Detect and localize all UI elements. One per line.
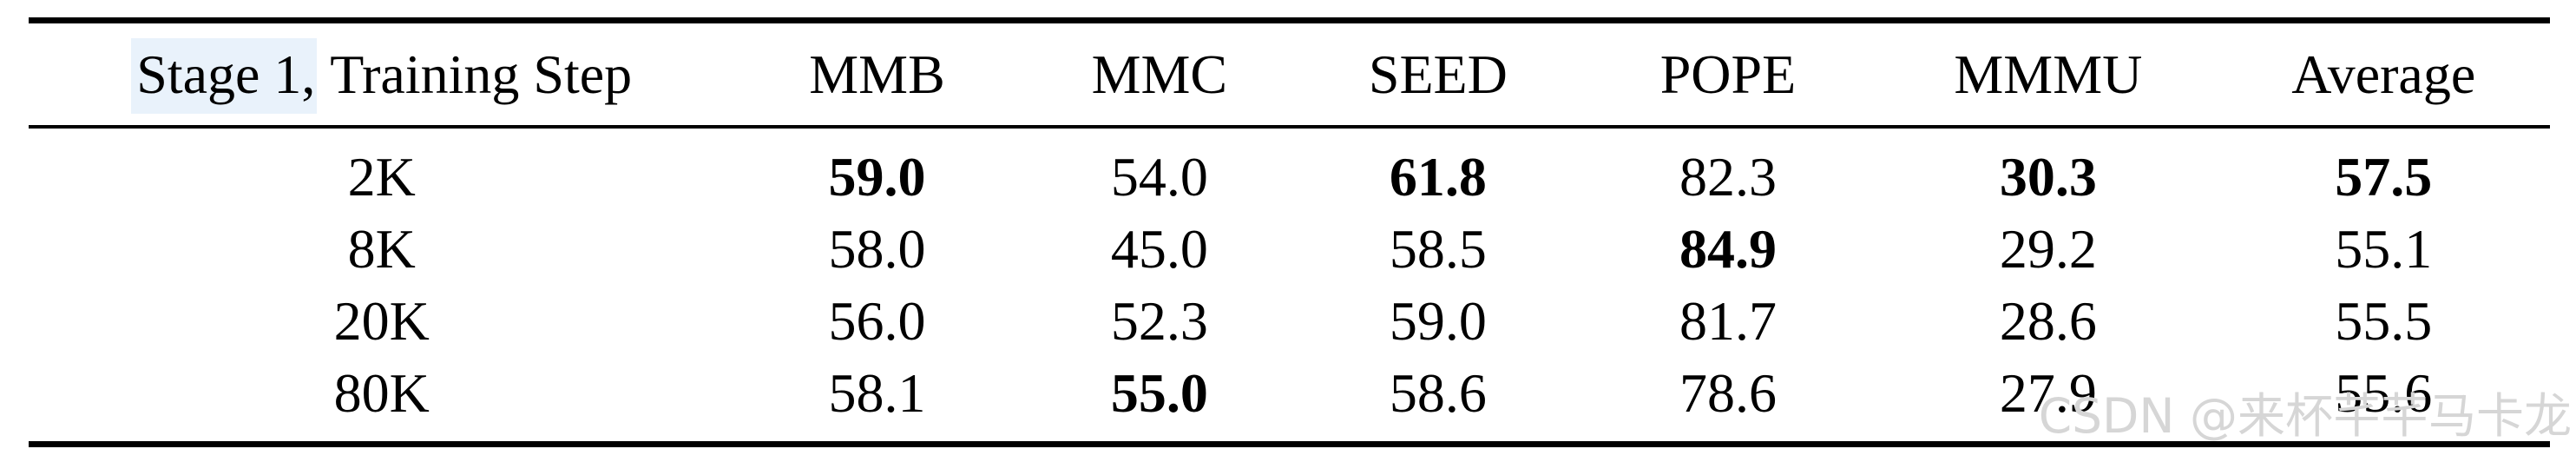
row-label: 20K	[333, 289, 430, 352]
table-cell: 55.6	[2335, 361, 2433, 424]
table-row: 20K 56.0 52.3 59.0 81.7 28.6 55.5	[29, 285, 2550, 357]
header-pope: POPE	[1659, 43, 1797, 105]
table-cell: 58.6	[1389, 361, 1487, 424]
table-top-rule	[29, 17, 2550, 23]
table-cell: 58.5	[1389, 217, 1487, 280]
table-cell: 55.1	[2335, 217, 2433, 280]
table-body: 2K 59.0 54.0 61.8 82.3 30.3 57.5 8K 58.0…	[29, 129, 2550, 441]
header-training-step-label: Training Step	[317, 43, 633, 105]
table-cell: 61.8	[1389, 145, 1487, 208]
table-row: 80K 58.1 55.0 58.6 78.6 27.9 55.6	[29, 357, 2550, 429]
table-cell: 55.5	[2335, 289, 2433, 352]
results-table: Stage 1, Training Step MMB MMC SEED POPE…	[29, 17, 2550, 447]
table-cell: 59.0	[828, 145, 926, 208]
row-label: 80K	[333, 361, 430, 424]
table-cell: 81.7	[1679, 289, 1777, 352]
header-mmc: MMC	[1091, 43, 1228, 105]
table-cell: 29.2	[1999, 217, 2097, 280]
table-cell: 28.6	[1999, 289, 2097, 352]
table-cell: 78.6	[1679, 361, 1777, 424]
table-cell: 30.3	[1999, 145, 2097, 208]
table-cell: 45.0	[1110, 217, 1208, 280]
header-mmmu: MMMU	[1954, 43, 2143, 105]
table-cell: 54.0	[1110, 145, 1208, 208]
table-cell: 58.0	[828, 217, 926, 280]
table-cell: 58.1	[828, 361, 926, 424]
table-row: 2K 59.0 54.0 61.8 82.3 30.3 57.5	[29, 141, 2550, 213]
table-header-row: Stage 1, Training Step MMB MMC SEED POPE…	[29, 23, 2550, 125]
row-label: 8K	[347, 217, 416, 280]
header-average: Average	[2291, 43, 2476, 105]
table-cell: 57.5	[2335, 145, 2433, 208]
header-seed: SEED	[1368, 43, 1508, 105]
table-row: 8K 58.0 45.0 58.5 84.9 29.2 55.1	[29, 213, 2550, 285]
header-stage1-highlight: Stage 1,	[131, 37, 318, 114]
header-mmb: MMB	[809, 43, 945, 105]
table-cell: 27.9	[1999, 361, 2097, 424]
table-cell: 56.0	[828, 289, 926, 352]
row-label: 2K	[347, 145, 416, 208]
table-cell: 52.3	[1110, 289, 1208, 352]
header-stage1-training-step: Stage 1, Training Step	[29, 37, 734, 114]
table-cell: 84.9	[1679, 217, 1777, 280]
table-cell: 55.0	[1110, 361, 1208, 424]
table-header-rule	[29, 125, 2550, 129]
table-cell: 59.0	[1389, 289, 1487, 352]
table-cell: 82.3	[1679, 145, 1777, 208]
table-bottom-rule	[29, 441, 2550, 447]
